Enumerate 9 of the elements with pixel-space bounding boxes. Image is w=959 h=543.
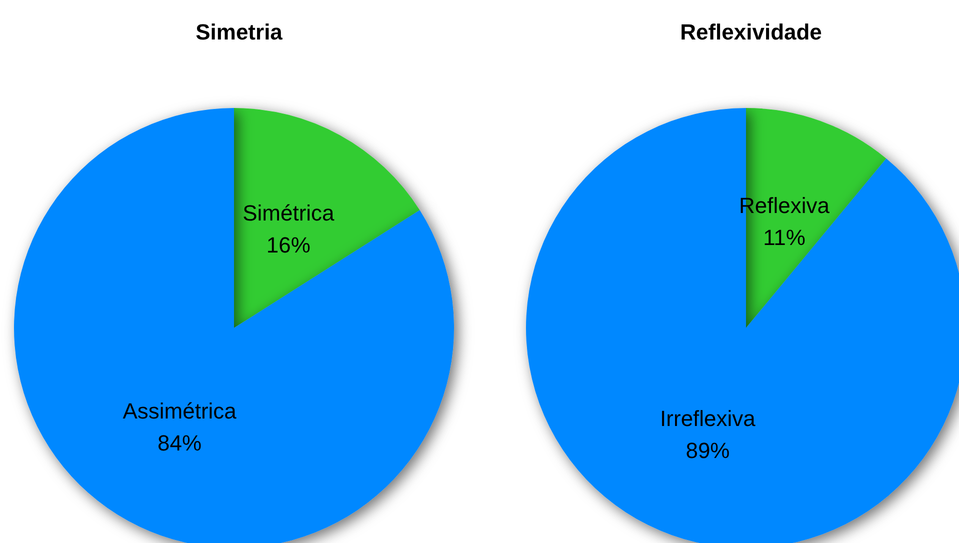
- chart-title: Reflexividade: [680, 20, 822, 44]
- slice-label: Assimétrica: [122, 398, 238, 424]
- slice-label: Simétrica: [242, 200, 336, 226]
- data-label: 89%: [686, 438, 730, 463]
- chart-title: Simetria: [196, 20, 284, 44]
- data-label: 11%: [763, 225, 806, 250]
- slice-label: Irreflexiva: [660, 406, 756, 431]
- data-label: 16%: [266, 232, 310, 258]
- data-label: 84%: [158, 430, 202, 456]
